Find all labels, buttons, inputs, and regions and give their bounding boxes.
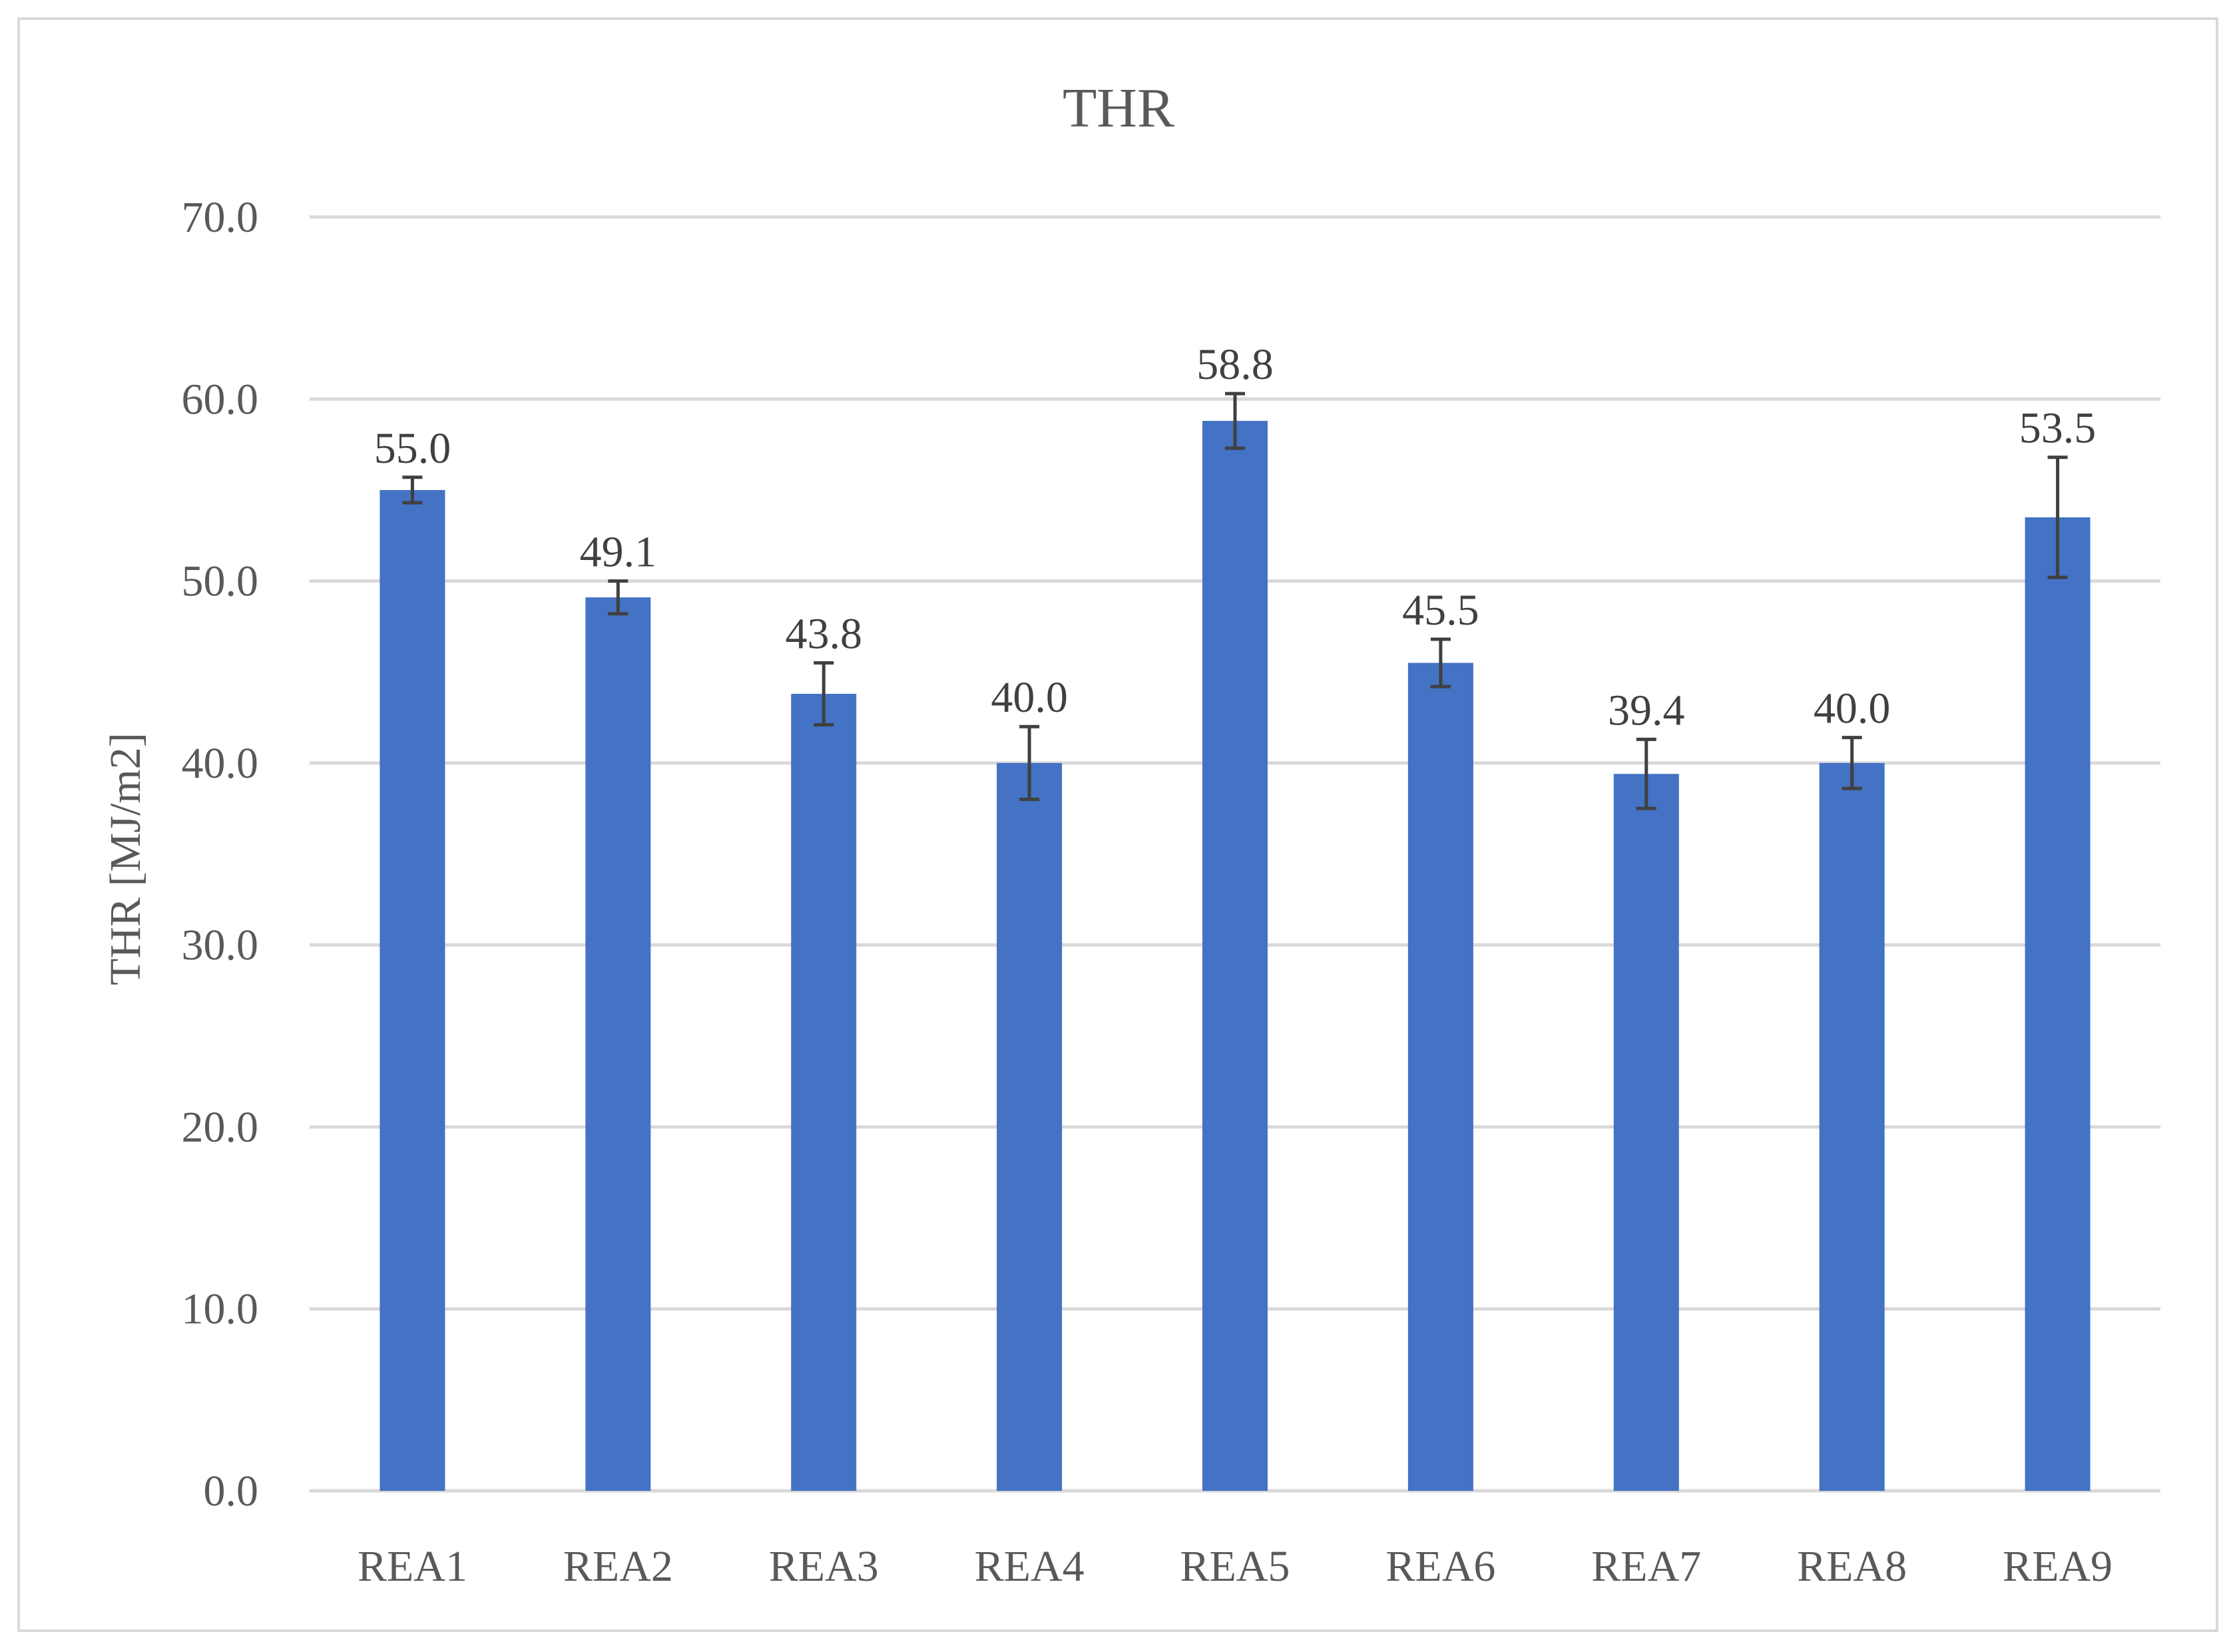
x-tick-label: REA7 <box>1591 1542 1701 1591</box>
data-label: 58.8 <box>1196 340 1274 389</box>
y-tick-label: 20.0 <box>182 1103 259 1151</box>
y-tick-label: 40.0 <box>182 739 259 788</box>
data-label: 45.5 <box>1402 586 1479 635</box>
data-labels: 55.0 49.1 43.8 40.0 58.8 45.5 39.4 40.0 53.5 <box>374 340 2097 734</box>
y-tick-label: 70.0 <box>182 193 259 242</box>
data-label: 49.1 <box>580 528 657 577</box>
y-axis-title: THR [MJ/m2] <box>101 732 150 985</box>
bars <box>379 421 2091 1492</box>
x-tick-label: REA6 <box>1385 1542 1495 1591</box>
bar <box>585 597 651 1491</box>
bar <box>1202 421 1268 1491</box>
bar <box>1819 762 1885 1491</box>
x-tick-label: REA5 <box>1180 1542 1290 1591</box>
bar <box>1407 663 1473 1491</box>
bar <box>2025 517 2091 1492</box>
data-label: 43.8 <box>785 610 862 659</box>
data-label: 39.4 <box>1608 686 1685 734</box>
bar <box>791 694 857 1491</box>
y-tick-label: 60.0 <box>182 375 259 423</box>
data-label: 40.0 <box>1814 685 1891 733</box>
x-tick-label: REA8 <box>1797 1542 1907 1591</box>
data-label: 53.5 <box>2019 404 2097 453</box>
y-tick-label: 0.0 <box>204 1467 259 1515</box>
bar <box>379 489 445 1491</box>
x-axis-tick-labels: REA1 REA2 REA3 REA4 REA5 REA6 REA7 REA8 REA9 <box>358 1542 2113 1591</box>
y-tick-label: 30.0 <box>182 921 259 969</box>
x-tick-label: REA2 <box>563 1542 673 1591</box>
bar <box>997 762 1063 1491</box>
data-label: 55.0 <box>374 424 451 473</box>
y-tick-label: 50.0 <box>182 557 259 606</box>
y-axis-tick-labels: 0.0 10.0 20.0 30.0 40.0 50.0 60.0 70.0 <box>182 193 259 1515</box>
x-tick-label: REA4 <box>975 1542 1085 1591</box>
chart-title: THR <box>1063 77 1174 139</box>
y-tick-label: 10.0 <box>182 1285 259 1334</box>
x-tick-label: REA9 <box>2003 1542 2113 1591</box>
bar <box>1613 774 1679 1491</box>
x-tick-label: REA3 <box>769 1542 879 1591</box>
x-tick-label: REA1 <box>358 1542 467 1591</box>
data-label: 40.0 <box>991 673 1068 722</box>
error-bars <box>402 392 2068 810</box>
